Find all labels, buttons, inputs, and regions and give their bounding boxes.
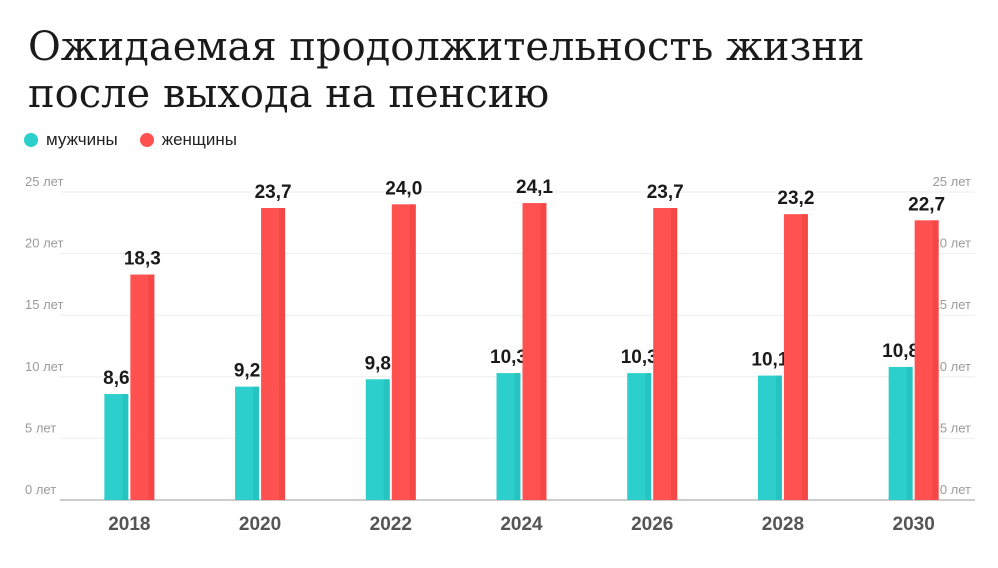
y-tick-label-left: 5 лет: [25, 420, 56, 435]
legend-item-men: мужчины: [24, 130, 118, 150]
chart-title: Ожидаемая продолжительность жизни после …: [28, 24, 968, 118]
y-tick-label-right: 10 лет: [933, 359, 971, 374]
bar-women-shade: [540, 203, 547, 500]
data-label-men: 10,1: [751, 350, 788, 371]
bar-men-shade: [514, 373, 521, 500]
legend: мужчины женщины: [24, 130, 237, 150]
bar-men: [888, 366, 913, 500]
bar-women-shade: [279, 208, 286, 501]
x-tick-label: 2018: [108, 514, 150, 535]
legend-item-women: женщины: [139, 130, 238, 150]
data-label-men: 8,6: [103, 368, 129, 389]
bar-men: [496, 373, 521, 500]
legend-swatch-men: [24, 133, 38, 147]
data-label-women: 24,1: [516, 177, 553, 198]
data-label-women: 23,7: [255, 182, 292, 203]
bar-men-shade: [253, 386, 260, 500]
bar-women-shade: [409, 204, 416, 500]
data-label-women: 18,3: [124, 249, 161, 270]
data-label-men: 10,8: [882, 341, 919, 362]
bar-women-shade: [932, 220, 939, 500]
bar-women: [522, 203, 547, 500]
bar-women: [653, 208, 678, 501]
bar-men-shade: [906, 366, 913, 500]
legend-label-women: женщины: [161, 130, 238, 149]
data-label-women: 23,7: [647, 182, 684, 203]
data-label-men: 10,3: [490, 347, 527, 368]
data-label-men: 9,2: [234, 361, 260, 382]
bar-women-shade: [671, 208, 678, 501]
x-tick-label: 2024: [500, 514, 543, 535]
y-tick-label-left: 25 лет: [25, 174, 63, 189]
legend-swatch-women: [139, 133, 154, 147]
bar-men-shade: [122, 394, 129, 500]
bar-women-shade: [148, 274, 155, 500]
y-tick-label-right: 20 лет: [933, 236, 971, 251]
bar-men: [235, 386, 260, 500]
x-tick-label: 2020: [239, 514, 281, 535]
data-label-men: 10,3: [621, 347, 658, 368]
y-tick-label-right: 5 лет: [940, 420, 971, 435]
legend-label-men: мужчины: [46, 130, 118, 149]
bar-women-shade: [801, 214, 808, 500]
bar-women: [783, 214, 808, 500]
y-tick-label-right: 15 лет: [933, 297, 971, 312]
bar-men-shade: [775, 375, 782, 500]
x-tick-label: 2022: [370, 514, 412, 535]
bar-men-shade: [383, 379, 390, 500]
bar-men-shade: [645, 373, 652, 500]
data-label-men: 9,8: [365, 353, 391, 374]
bar-women: [391, 204, 416, 500]
data-label-women: 22,7: [908, 194, 945, 215]
bar-men: [104, 394, 129, 500]
bar-women: [914, 220, 939, 500]
y-tick-label-right: 0 лет: [940, 482, 971, 497]
data-label-women: 23,2: [777, 188, 814, 209]
y-tick-label-left: 0 лет: [25, 482, 56, 497]
bar-women: [130, 274, 155, 500]
y-tick-label-left: 10 лет: [25, 359, 63, 374]
x-tick-label: 2028: [762, 514, 804, 535]
bar-men: [757, 375, 782, 500]
x-tick-label: 2030: [893, 514, 935, 535]
y-tick-label-left: 15 лет: [25, 297, 63, 312]
x-tick-label: 2026: [631, 514, 673, 535]
bar-men: [365, 379, 390, 500]
title-line-1: Ожидаемая продолжительность жизни: [28, 24, 865, 70]
y-tick-label-right: 25 лет: [933, 174, 971, 189]
bar-men: [627, 373, 652, 500]
data-label-women: 24,0: [385, 178, 422, 199]
bar-women: [261, 208, 286, 501]
y-tick-label-left: 20 лет: [25, 236, 63, 251]
title-line-2: после выхода на пенсию: [28, 71, 550, 117]
